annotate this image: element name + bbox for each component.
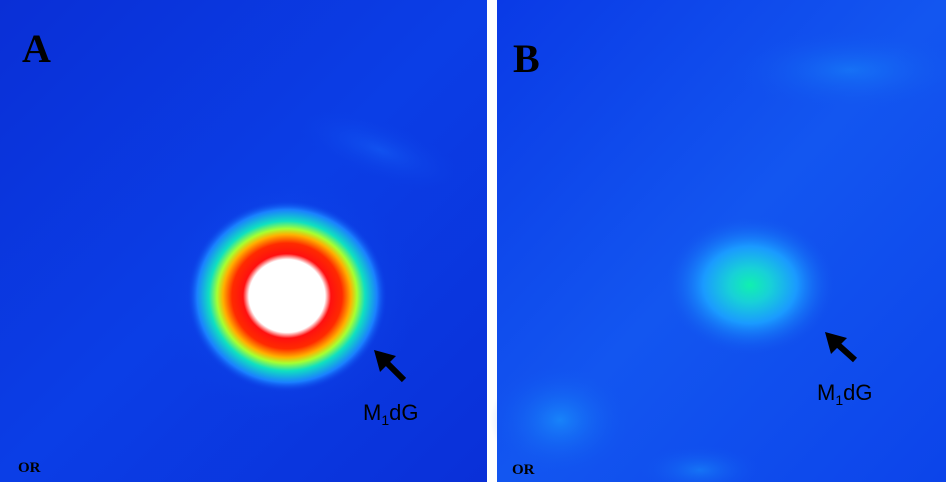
annotation: M1dG: [363, 400, 418, 428]
annotation-sub: 1: [381, 412, 389, 428]
annotation-sub: 1: [835, 392, 843, 408]
panel-label: B: [513, 36, 540, 81]
page: A OR M1dG B OR M1dG (() => { const data …: [0, 0, 946, 482]
spot: [187, 200, 387, 392]
spot: [665, 215, 835, 355]
smear: [490, 365, 630, 475]
annotation-main: M: [817, 380, 835, 405]
annotation-main: M: [363, 400, 381, 425]
origin-label: OR: [512, 462, 535, 478]
figure: A OR M1dG B OR M1dG: [0, 0, 946, 482]
panel-a: A OR M1dG: [0, 0, 487, 482]
panel-b: B OR M1dG: [490, 0, 946, 482]
annotation-end: dG: [843, 380, 872, 405]
annotation-end: dG: [389, 400, 418, 425]
annotation: M1dG: [817, 380, 872, 408]
panel-label: A: [22, 26, 51, 71]
origin-label: OR: [18, 460, 41, 476]
